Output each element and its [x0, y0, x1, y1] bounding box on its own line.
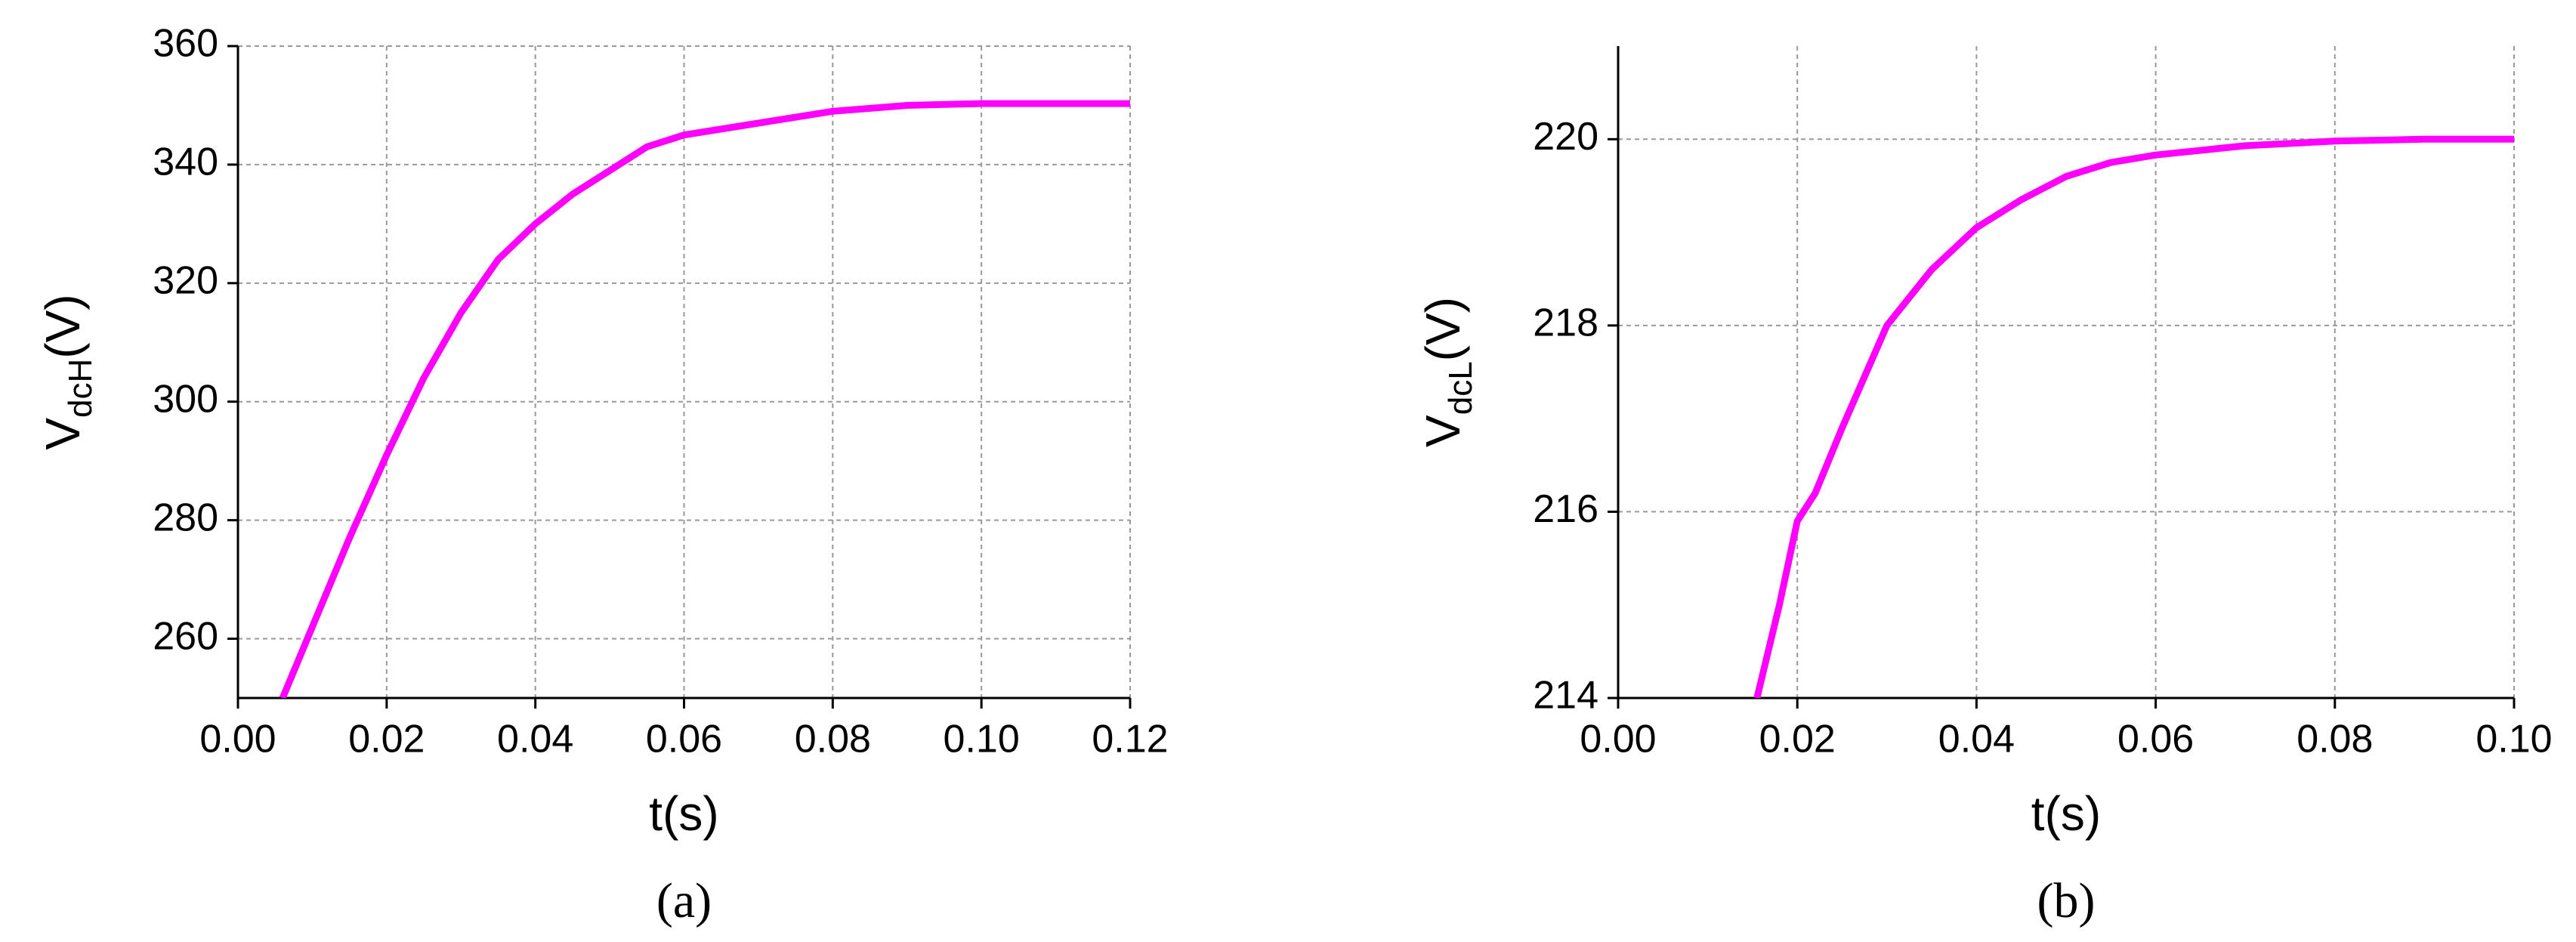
y-tick-label: 216 — [1533, 487, 1598, 531]
y-tick-label: 214 — [1533, 674, 1598, 718]
x-tick-label: 0.02 — [348, 718, 425, 761]
x-tick-label: 0.06 — [2117, 718, 2194, 761]
x-axis-label: t(s) — [649, 786, 718, 841]
x-tick-label: 0.00 — [199, 718, 276, 761]
y-tick-label: 360 — [153, 22, 218, 66]
y-label-sub: dcH — [62, 359, 99, 418]
x-tick-label: 0.10 — [944, 718, 1020, 761]
y-tick-label: 280 — [153, 496, 218, 539]
caption: (b) — [2037, 873, 2096, 928]
y-tick-label: 340 — [153, 141, 218, 184]
x-tick-label: 0.00 — [1580, 718, 1656, 761]
y-tick-label: 300 — [153, 377, 218, 421]
y-axis-label: VdcH(V) — [36, 294, 99, 449]
data-line — [1753, 135, 2514, 698]
y-label-unit: (V) — [1416, 297, 1470, 361]
y-tick-label: 260 — [153, 614, 218, 658]
y-tick-label: 320 — [153, 259, 218, 303]
x-tick-label: 0.10 — [2476, 718, 2552, 761]
x-tick-label: 0.02 — [1759, 718, 1836, 761]
y-tick-label: 218 — [1533, 301, 1598, 345]
y-label-unit: (V) — [36, 294, 90, 358]
x-tick-label: 0.08 — [2296, 718, 2373, 761]
x-tick-label: 0.08 — [795, 718, 871, 761]
y-label-sub: dcL — [1442, 361, 1479, 415]
chart: 214 216 218 220 0.00 0.02 0.04 0.06 0.08 0.10 VdcL… — [1416, 46, 2553, 928]
chart: 260 280 300 320 340 360 0.00 0.02 0.04 0.06 0.08 0.… — [36, 22, 1169, 928]
y-tick-label: 220 — [1533, 115, 1598, 159]
x-tick-label: 0.04 — [497, 718, 573, 761]
y-label-main: V — [36, 418, 90, 450]
x-axis-label: t(s) — [2031, 786, 2101, 841]
x-tick-label: 0.06 — [646, 718, 722, 761]
y-axis-label: VdcL(V) — [1416, 297, 1479, 447]
data-line — [279, 100, 1130, 698]
x-tick-label: 0.04 — [1938, 718, 2015, 761]
y-label-main: V — [1416, 415, 1470, 447]
x-tick-label: 0.12 — [1092, 718, 1168, 761]
caption: (a) — [656, 873, 712, 928]
